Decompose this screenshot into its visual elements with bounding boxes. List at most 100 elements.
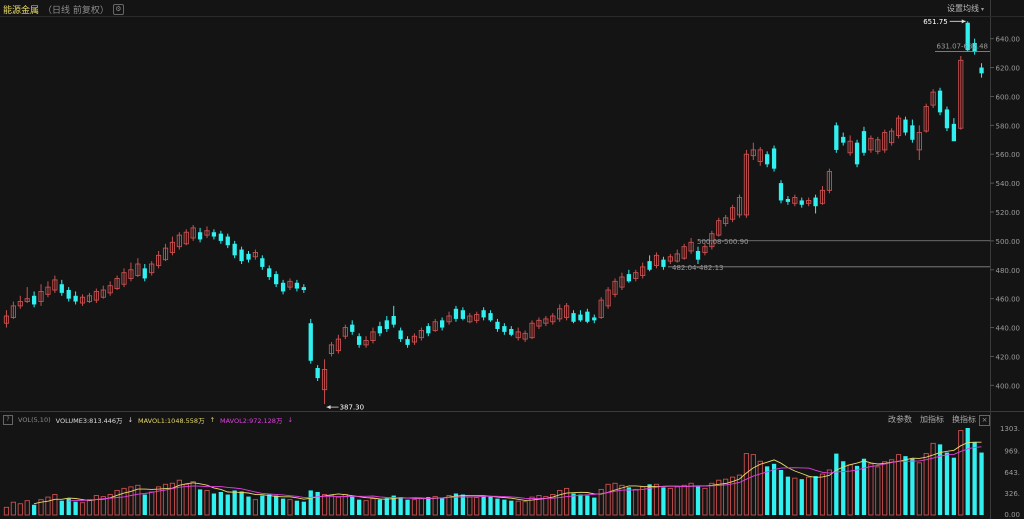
candle-body [681,246,687,259]
volume-bar [875,466,881,516]
ma-settings-label: 设置均线 [946,4,979,13]
candle-body [342,327,348,337]
candle-body [183,231,189,245]
candle-body [52,279,58,291]
volume-bar [10,501,16,516]
volume-bar [522,501,528,516]
candle-body [612,280,618,295]
edit-params-button[interactable]: 改参数 [888,415,912,424]
candle-body [557,308,563,320]
candle-body [647,261,652,270]
candle-body [592,317,597,321]
volume-bar [149,491,155,516]
candle-body [335,338,341,352]
candle-body [564,305,570,318]
volume-bar [100,496,106,516]
volume-bar [79,502,86,516]
volume-tick-label: 969. [1004,447,1020,455]
vol-label[interactable]: VOL(5,10) [18,416,51,424]
volume-bar [681,484,687,516]
volume-bar [308,490,313,515]
settings-icon[interactable]: ⚙ [112,4,124,15]
candle-body [841,136,846,143]
close-icon[interactable]: × [979,415,990,426]
candle-body [439,320,445,328]
candles [3,21,984,405]
volume-bar [31,504,37,515]
question-icon[interactable]: ? [3,415,13,425]
volume-bar [453,493,459,515]
volume-bar [819,473,826,516]
candle-body [585,311,590,322]
ma-settings-button[interactable]: 设置均线 ▾ [947,3,984,14]
candle-body [135,263,141,277]
volume-bar [495,498,500,515]
volume-bar [218,491,223,515]
candle-body [695,251,701,260]
candle-body [778,183,784,201]
candle-body [17,301,23,307]
high-label: 651.75 [923,18,948,26]
candle-body [391,316,396,325]
price-tick-label: 400.00 [996,382,1021,390]
volume-tick-label: 0.00 [1004,511,1020,519]
candle-body [937,90,943,113]
volume-bar [121,487,127,516]
index-name[interactable]: 能源金属 [3,6,40,16]
candle-body [875,139,881,152]
candle-body [411,335,418,343]
candle-body [328,344,335,355]
volume-bar [557,489,563,516]
candle-body [916,132,922,151]
candle-body [190,227,196,239]
volume-bar [169,482,176,516]
volume-bar [951,457,957,515]
candle-body [716,220,722,236]
candle-body [446,315,452,323]
price-tick-label: 600.00 [996,93,1021,101]
candle-body [287,280,293,288]
add-indicator-button[interactable]: 加指标 [920,415,944,424]
volume-bar [488,496,493,515]
volume-tick-label: 326. [1004,490,1020,498]
price-tick-label: 620.00 [996,65,1021,73]
volume-bar [633,488,639,516]
candle-body [225,236,230,246]
volume-bar [709,482,715,516]
volume-bar [979,452,984,515]
candle-body [86,295,93,303]
candle-body [861,131,867,153]
switch-indicator-button[interactable]: 换指标 [952,415,976,424]
price-tick-label: 560.00 [996,151,1021,159]
candle-body [536,319,542,327]
candle-body [958,59,964,129]
volume-bar [24,500,30,516]
volume-bar [571,493,576,515]
volume-bar [162,483,169,516]
volume-bar [52,494,58,516]
candle-body [162,247,169,261]
volume-bar [502,499,507,515]
volume-bar [564,487,570,516]
candle-body [45,286,51,295]
period-label[interactable]: （日线 前复权） [43,6,109,16]
candle-body [889,130,895,144]
candle-body [426,326,431,334]
candle-body [529,322,535,339]
volume-bar [806,476,812,516]
candle-body [59,284,64,293]
volume-bar [280,498,286,515]
volume-bar [267,494,272,515]
volume-bar [605,483,611,516]
volume-bar [895,454,902,516]
volume-bar [384,498,389,515]
candle-body [460,310,466,319]
candle-body [736,197,743,216]
candle-body [149,263,155,274]
candle-body [509,329,514,335]
volume-bar [771,463,777,515]
annotations: 500.08-500.90 482.04-482.13 631.07-632.48 6… [326,18,988,412]
volume-bar [211,493,217,515]
